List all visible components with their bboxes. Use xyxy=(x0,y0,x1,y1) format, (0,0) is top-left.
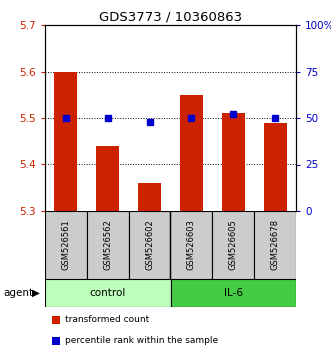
Bar xyxy=(263,122,287,211)
Bar xyxy=(170,279,296,307)
Text: GSM526561: GSM526561 xyxy=(62,219,71,270)
Text: GSM526678: GSM526678 xyxy=(270,219,280,270)
Bar xyxy=(180,95,203,211)
Bar xyxy=(45,279,170,307)
Bar xyxy=(54,72,77,211)
Text: transformed count: transformed count xyxy=(65,315,149,324)
Bar xyxy=(222,113,245,211)
Bar xyxy=(254,211,296,279)
Bar xyxy=(212,211,254,279)
Bar xyxy=(96,146,119,211)
Bar xyxy=(45,211,87,279)
Title: GDS3773 / 10360863: GDS3773 / 10360863 xyxy=(99,11,242,24)
Text: ▶: ▶ xyxy=(32,288,40,298)
Bar xyxy=(138,183,161,211)
Text: agent: agent xyxy=(3,288,33,298)
Bar xyxy=(170,211,212,279)
Text: GSM526605: GSM526605 xyxy=(229,219,238,270)
Text: GSM526562: GSM526562 xyxy=(103,219,112,270)
Text: GSM526603: GSM526603 xyxy=(187,219,196,270)
Text: IL-6: IL-6 xyxy=(224,288,243,298)
Text: control: control xyxy=(90,288,126,298)
Bar xyxy=(129,211,170,279)
Bar xyxy=(87,211,129,279)
Text: GSM526602: GSM526602 xyxy=(145,219,154,270)
Text: percentile rank within the sample: percentile rank within the sample xyxy=(65,336,218,346)
